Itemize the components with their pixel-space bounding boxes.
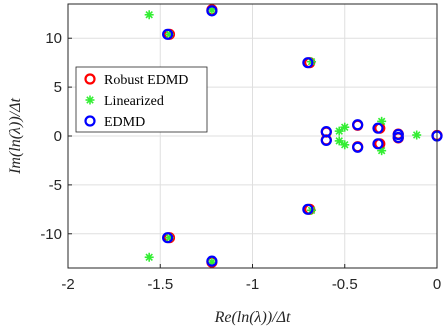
edmd-point [302, 57, 314, 69]
x-tick-label: 0 [433, 276, 441, 293]
y-tick-label: 0 [54, 128, 62, 145]
x-tick-label: -2 [61, 276, 74, 293]
y-tick-label: 10 [45, 30, 62, 47]
data-points [144, 4, 443, 268]
legend-marker-robust-edmd [84, 73, 96, 85]
linearized-point [340, 140, 350, 150]
edmd-point [352, 141, 364, 153]
linearized-point [340, 122, 350, 132]
legend-marker-linearized [85, 95, 95, 105]
edmd-point [392, 131, 404, 144]
legend-label-edmd: EDMD [104, 115, 145, 130]
linearized-point [334, 126, 344, 136]
x-tick-label: -0.5 [332, 276, 358, 293]
legend-marker-edmd [84, 115, 96, 127]
legend-box [75, 66, 208, 133]
edmd-point [372, 138, 384, 150]
linearized-point [334, 136, 344, 146]
x-tick-label: -1.5 [147, 276, 173, 293]
y-tick-label: -10 [40, 226, 62, 243]
linearized-point [144, 252, 154, 262]
edmd-point [352, 119, 364, 131]
edmd-point [162, 28, 174, 40]
x-tick-label: -1 [246, 276, 259, 293]
grid-lines [67, 4, 438, 268]
edmd-point [302, 203, 314, 215]
linearized-point [412, 130, 422, 140]
legend-label-linearized: Linearized [104, 94, 164, 109]
edmd-point [162, 232, 174, 244]
legend-entries: Robust EDMD Linearized EDMD [84, 73, 188, 130]
edmd-point [372, 122, 384, 134]
y-tick-label: -5 [49, 177, 62, 194]
y-axis-label: Im(ln(λ))/Δt [7, 98, 24, 175]
edmd-point [320, 134, 332, 146]
legend: Robust EDMD Linearized EDMD [75, 66, 208, 133]
legend-label-robust-edmd: Robust EDMD [104, 73, 188, 88]
x-axis-label: Re(ln(λ))/Δt [214, 309, 291, 326]
edmd-point [206, 255, 218, 267]
axis-ticks: -2 -1.5 -1 -0.5 0 -10 -5 0 5 10 [40, 30, 441, 293]
linearized-point [144, 10, 154, 20]
edmd-point [206, 5, 218, 17]
y-tick-label: 5 [54, 79, 62, 96]
